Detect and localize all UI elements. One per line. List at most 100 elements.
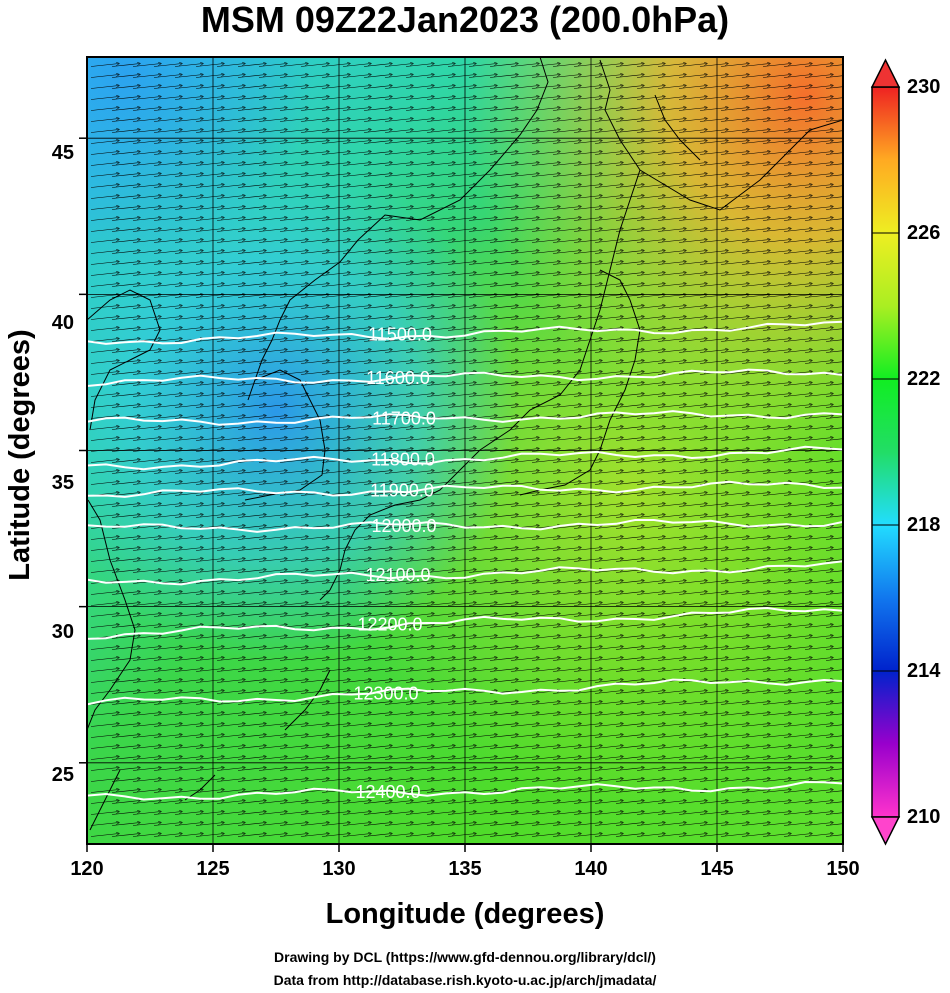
wind-arrow (342, 218, 371, 221)
wind-arrow (363, 196, 392, 199)
wind-arrow (279, 86, 308, 89)
wind-arrow (762, 141, 791, 144)
wind-arrow (216, 174, 245, 177)
contour-label: 12100.0 (365, 565, 430, 585)
wind-arrow (321, 108, 350, 111)
wind-arrow (762, 163, 791, 166)
wind-arrow (237, 64, 266, 67)
wind-arrow (657, 174, 686, 177)
wind-arrow (216, 141, 245, 144)
wind-arrow (594, 75, 623, 78)
wind-arrow (804, 207, 833, 210)
wind-arrow (384, 152, 413, 155)
wind-arrow (825, 86, 843, 89)
wind-arrow (657, 163, 686, 166)
wind-arrow (279, 185, 308, 188)
wind-arrow (363, 119, 392, 122)
wind-arrow (552, 75, 581, 78)
wind-arrow (447, 141, 476, 144)
wind-arrow (720, 108, 749, 111)
wind-arrow (615, 207, 644, 210)
wind-arrow (594, 64, 623, 67)
wind-arrow (552, 64, 581, 67)
wind-arrow (720, 86, 749, 89)
wind-arrow (405, 163, 434, 166)
wind-arrow (531, 163, 560, 166)
wind-arrow (552, 119, 581, 122)
wind-arrow (174, 108, 203, 111)
wind-arrow (720, 64, 749, 67)
wind-arrow (594, 152, 623, 155)
wind-arrow (447, 97, 476, 100)
wind-arrow (762, 130, 791, 133)
x-tick-label: 125 (196, 858, 230, 880)
wind-arrow (195, 86, 224, 89)
wind-arrow (594, 119, 623, 122)
wind-arrow (447, 64, 476, 67)
wind-arrow (552, 86, 581, 89)
wind-arrow (405, 86, 434, 89)
wind-arrow (132, 75, 161, 78)
wind-arrow (111, 185, 140, 188)
wind-arrow (720, 163, 749, 166)
wind-arrow (447, 130, 476, 133)
wind-arrow (804, 97, 833, 100)
wind-arrow (195, 141, 224, 144)
wind-arrow (342, 207, 371, 210)
wind-arrow (468, 141, 497, 144)
wind-arrow (237, 86, 266, 89)
wind-arrow (363, 75, 392, 78)
wind-arrow (468, 64, 497, 67)
wind-arrow (510, 196, 539, 199)
wind-arrow (573, 75, 602, 78)
wind-arrow (195, 75, 224, 78)
wind-arrow (279, 108, 308, 111)
wind-arrow (657, 86, 686, 89)
wind-arrow (783, 141, 812, 144)
wind-arrow (615, 64, 644, 67)
wind-arrow (363, 97, 392, 100)
wind-arrow (636, 185, 665, 188)
wind-arrow (489, 64, 518, 67)
wind-arrow (447, 86, 476, 89)
wind-arrow (510, 97, 539, 100)
wind-arrow (468, 97, 497, 100)
wind-arrow (405, 218, 434, 221)
wind-arrow (510, 75, 539, 78)
wind-arrow (363, 218, 392, 221)
wind-arrow (300, 108, 329, 111)
x-tick-label: 150 (826, 858, 860, 880)
wind-arrow (174, 163, 203, 166)
wind-arrow (174, 185, 203, 188)
wind-arrow (804, 130, 833, 133)
wind-arrow (174, 64, 203, 67)
wind-arrow (237, 218, 266, 221)
wind-arrow (426, 152, 455, 155)
wind-arrow (594, 218, 623, 221)
wind-arrow (426, 119, 455, 122)
wind-arrow (762, 119, 791, 122)
wind-arrow (216, 152, 245, 155)
wind-arrow (804, 119, 833, 122)
wind-arrow (405, 75, 434, 78)
wind-arrow (363, 174, 392, 177)
wind-arrow (636, 97, 665, 100)
wind-arrow (426, 163, 455, 166)
wind-arrow (258, 108, 287, 111)
wind-arrow (468, 174, 497, 177)
wind-arrow (657, 130, 686, 133)
wind-arrow (594, 141, 623, 144)
wind-arrow (195, 207, 224, 210)
wind-arrow (741, 207, 770, 210)
wind-arrow (699, 152, 728, 155)
wind-arrow (594, 163, 623, 166)
wind-arrow (153, 207, 182, 210)
wind-arrow (762, 86, 791, 89)
wind-arrow (657, 119, 686, 122)
wind-arrow (741, 64, 770, 67)
wind-arrow (804, 64, 833, 67)
wind-arrow (594, 207, 623, 210)
wind-arrow (531, 75, 560, 78)
wind-arrow (489, 207, 518, 210)
